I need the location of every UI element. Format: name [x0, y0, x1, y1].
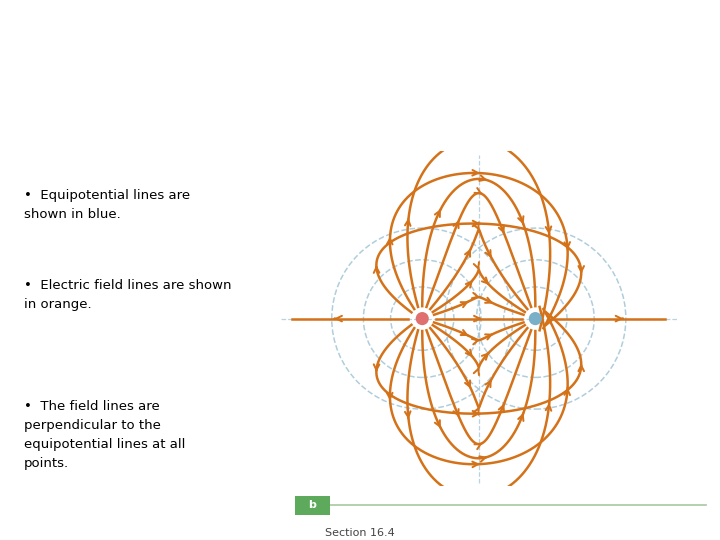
Text: Section 16.4: Section 16.4 [325, 528, 395, 538]
Text: Dipole: Dipole [312, 100, 408, 126]
Text: •  The field lines are
perpendicular to the
equipotential lines at all
points.: • The field lines are perpendicular to t… [24, 400, 185, 470]
Circle shape [528, 312, 542, 325]
Circle shape [415, 312, 429, 325]
Text: b: b [309, 501, 316, 510]
FancyBboxPatch shape [295, 496, 330, 515]
Text: •  Equipotential lines are
shown in blue.: • Equipotential lines are shown in blue. [24, 190, 190, 221]
Text: •  Electric field lines are shown
in orange.: • Electric field lines are shown in oran… [24, 279, 231, 310]
Text: Equipotentials and Electric Fields Lines –: Equipotentials and Electric Fields Lines… [56, 40, 664, 66]
